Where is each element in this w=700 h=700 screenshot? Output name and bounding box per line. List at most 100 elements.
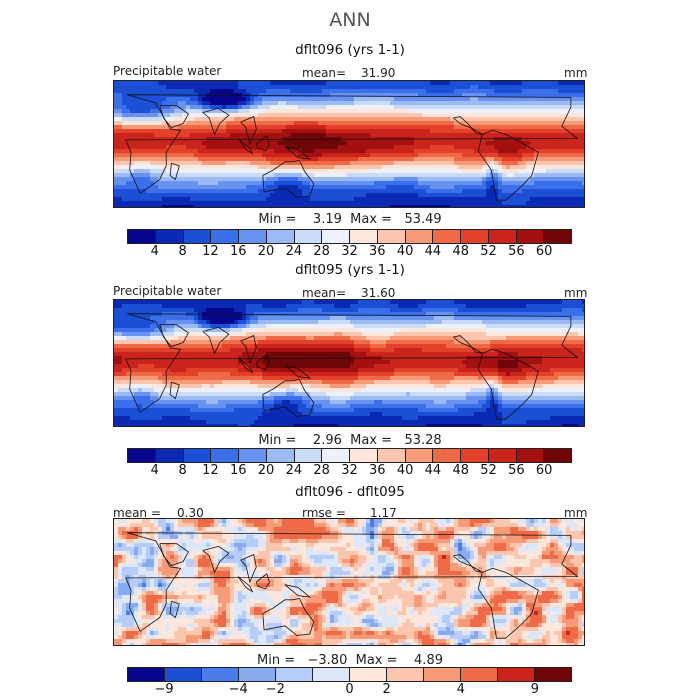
panel-3-title: dflt096 - dflt095 — [295, 484, 405, 500]
panel-1-units: mm — [564, 66, 588, 80]
coastline — [159, 324, 189, 348]
colorbar-swatch — [155, 449, 184, 462]
colorbar-tick-label: 24 — [285, 463, 303, 478]
colorbar-swatch — [239, 668, 276, 681]
colorbar-tick-label: 4 — [456, 682, 465, 697]
panel-2-mean-label: mean= — [302, 286, 347, 300]
coastline — [262, 378, 315, 417]
colorbar-swatch — [377, 449, 406, 462]
colorbar-swatch — [350, 668, 387, 681]
coastline — [477, 129, 539, 201]
colorbar-swatch — [211, 449, 239, 462]
panel-2-title: dflt095 (yrs 1-1) — [295, 262, 405, 278]
panel-1-minmax: Min = 3.19 Max = 53.49 — [258, 212, 442, 227]
colorbar-swatch — [239, 449, 267, 462]
colorbar-tick-label: 24 — [285, 244, 303, 259]
panel-1-mean-label: mean= — [302, 66, 347, 80]
colorbar-tick-label: 28 — [313, 463, 330, 478]
colorbar-swatch — [202, 668, 239, 681]
colorbar-swatch — [276, 668, 313, 681]
colorbar-swatch — [433, 449, 461, 462]
coastline — [202, 326, 230, 355]
colorbar-tick-label: 44 — [424, 463, 442, 478]
colorbar-swatch — [322, 230, 350, 243]
colorbar-tick-label: 52 — [480, 244, 497, 259]
panel-3-rmse-value: 1.17 — [370, 506, 397, 520]
colorbar-swatch — [488, 230, 517, 243]
colorbar-tick-label: 56 — [508, 244, 525, 259]
coastline — [453, 554, 483, 573]
colorbar-tick-label: 16 — [229, 244, 247, 259]
panel-3-rmse-label: rmse = — [302, 506, 346, 520]
colorbar-swatch — [535, 668, 571, 681]
coastline — [255, 573, 270, 590]
panel-2-variable-label: Precipitable water — [113, 284, 222, 298]
coastline — [237, 357, 254, 374]
coastline — [284, 146, 312, 160]
panel-2-mean-value: 31.60 — [361, 286, 396, 300]
panel-2-colorbar — [127, 448, 572, 463]
colorbar-tick-label: 20 — [257, 463, 275, 478]
colorbar-swatch — [433, 230, 461, 243]
colorbar-swatch — [498, 668, 535, 681]
colorbar-swatch — [183, 449, 212, 462]
colorbar-swatch — [405, 230, 434, 243]
panel-2-minmax: Min = 2.96 Max = 53.28 — [258, 433, 442, 448]
panel-3-units: mm — [564, 506, 588, 520]
colorbar-tick-label: 48 — [452, 244, 470, 259]
coastline — [202, 545, 230, 574]
colorbar-tick-label: −2 — [265, 682, 285, 697]
colorbar-tick-label: 56 — [508, 463, 525, 478]
colorbar-tick-label: 40 — [396, 244, 414, 259]
colorbar-tick-label: 44 — [424, 244, 442, 259]
colorbar-tick-label: 2 — [382, 682, 391, 697]
colorbar-swatch — [461, 230, 489, 243]
panel-3-minmax: Min = −3.80 Max = 4.89 — [257, 653, 443, 668]
colorbar-swatch — [266, 230, 295, 243]
colorbar-tick-label: 28 — [313, 244, 330, 259]
panel-2-map — [113, 299, 585, 427]
colorbar-tick-label: −9 — [154, 682, 174, 697]
coastline — [453, 335, 483, 354]
colorbar-tick-label: 32 — [341, 463, 358, 478]
colorbar-tick-label: 4 — [150, 463, 159, 478]
colorbar-tick-label: 4 — [150, 244, 159, 259]
colorbar-swatch — [165, 668, 202, 681]
panel-3-colorbar — [127, 667, 572, 682]
coastline — [202, 107, 230, 136]
coastline — [453, 116, 483, 135]
panel-1-map — [113, 80, 585, 208]
colorbar-swatch — [488, 449, 517, 462]
coastline — [284, 584, 312, 598]
colorbar-swatch — [516, 230, 545, 243]
coastline — [240, 554, 257, 584]
coastline — [255, 135, 270, 152]
colorbar-swatch — [516, 449, 545, 462]
panel-3-mean-value: 0.30 — [177, 506, 204, 520]
colorbar-swatch — [266, 449, 295, 462]
colorbar-tick-label: −4 — [228, 682, 248, 697]
colorbar-swatch — [350, 449, 378, 462]
colorbar-tick-label: 48 — [452, 463, 470, 478]
colorbar-swatch — [294, 449, 323, 462]
coastline — [284, 365, 312, 379]
coastline — [169, 600, 180, 619]
colorbar-swatch — [211, 230, 239, 243]
panel-1-colorbar — [127, 229, 572, 244]
coastline — [262, 159, 315, 198]
panel-1-mean-value: 31.90 — [361, 66, 396, 80]
coastline — [240, 116, 257, 146]
colorbar-swatch — [387, 668, 424, 681]
colorbar-swatch — [239, 230, 267, 243]
colorbar-tick-label: 36 — [369, 463, 386, 478]
panel-1-colorbar-ticks: 4 8 12 16 20 24 28 32 36 40 44 48 52 56 60 — [127, 244, 572, 260]
colorbar-tick-label: 9 — [530, 682, 540, 697]
coastline — [169, 381, 180, 400]
panel-1-variable-label: Precipitable water — [113, 64, 222, 78]
colorbar-swatch — [313, 668, 350, 681]
colorbar-swatch — [461, 668, 498, 681]
colorbar-tick-label: 8 — [178, 244, 187, 259]
colorbar-swatch — [544, 449, 571, 462]
field-cells — [114, 300, 584, 426]
colorbar-swatch — [155, 230, 184, 243]
